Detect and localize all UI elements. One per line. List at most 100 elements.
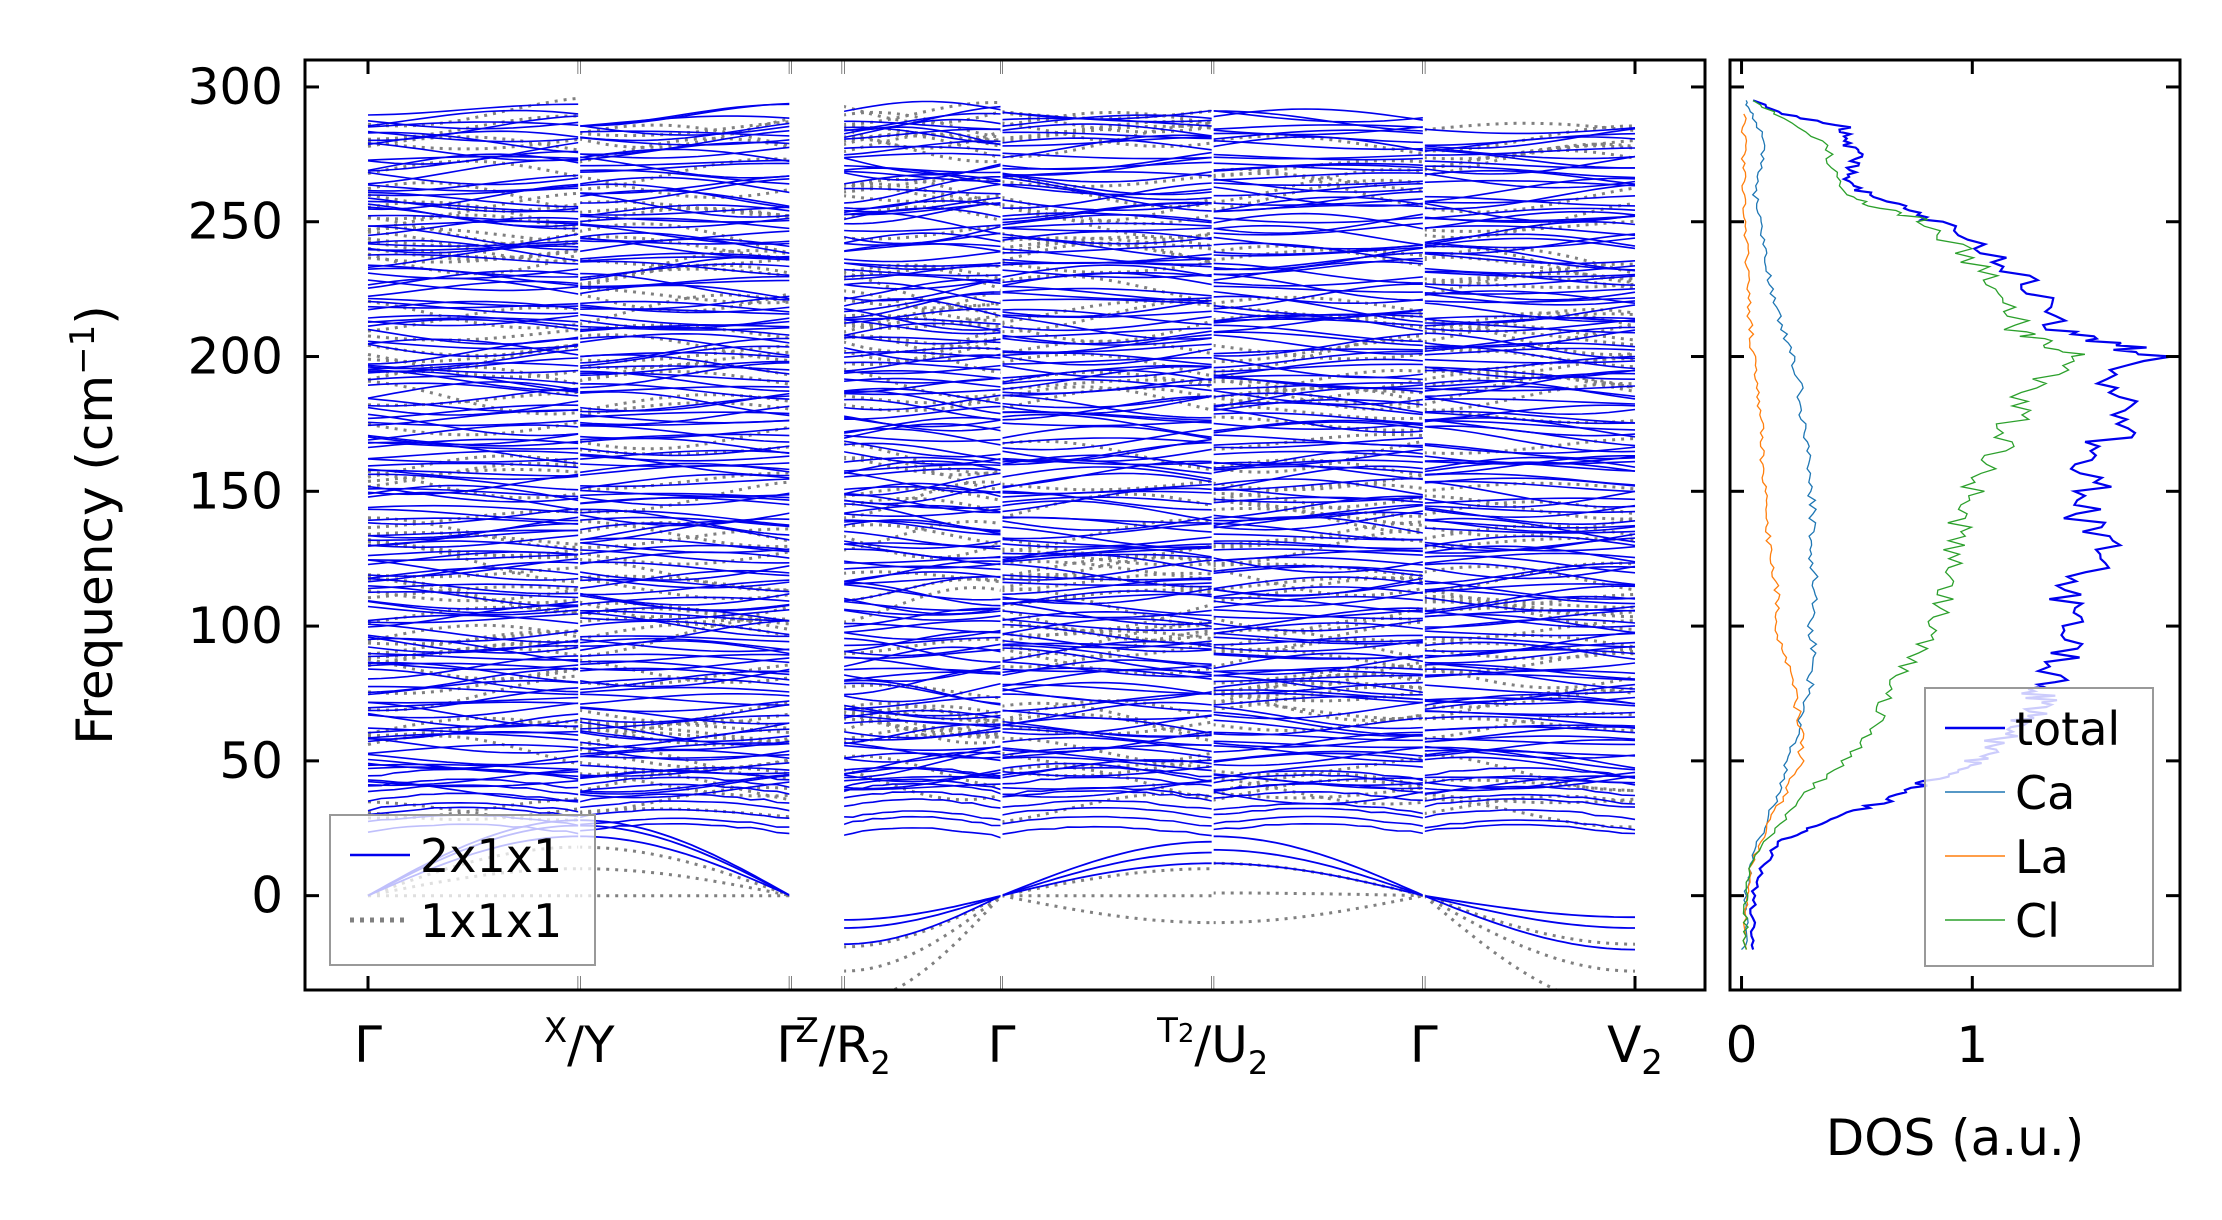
band-line-2x1x1: [842, 225, 1002, 245]
band-line-2x1x1: [1212, 548, 1424, 556]
band-line-2x1x1: [1001, 728, 1213, 746]
band-line-2x1x1: [1001, 183, 1213, 212]
band-line-2x1x1: [1212, 124, 1424, 130]
band-line-2x1x1: [843, 112, 1002, 132]
band-line-2x1x1: [367, 174, 580, 192]
band-line-2x1x1: [843, 708, 1002, 717]
band-line-2x1x1: [1001, 437, 1213, 444]
band-line-2x1x1: [367, 679, 580, 696]
band-line-2x1x1: [1212, 132, 1424, 144]
band-line-1x1x1: [1423, 688, 1636, 721]
band-line-2x1x1: [579, 714, 791, 730]
band-line-2x1x1: [579, 808, 791, 820]
band-xtick-label-t2-u2: T2/U2: [1156, 1011, 1268, 1082]
band-line-2x1x1: [579, 337, 791, 364]
acoustic-line-2x1x1: [1423, 894, 1635, 919]
band-line-2x1x1: [843, 471, 1002, 494]
band-line-2x1x1: [1212, 565, 1424, 575]
band-line-2x1x1: [579, 722, 791, 741]
legend-label-2x1x1: 2x1x1: [420, 829, 562, 883]
band-line-2x1x1: [1212, 609, 1424, 620]
band-line-2x1x1: [1423, 596, 1636, 612]
band-line-2x1x1: [1212, 422, 1424, 431]
band-line-2x1x1: [1423, 202, 1636, 223]
band-line-2x1x1: [1423, 418, 1636, 437]
band-line-1x1x1: [842, 480, 1002, 520]
band-line-2x1x1: [843, 291, 1002, 319]
band-line-2x1x1: [1423, 480, 1636, 493]
band-line-2x1x1: [1001, 233, 1213, 245]
band-line-2x1x1: [843, 600, 1002, 612]
band-line-2x1x1: [579, 703, 791, 723]
band-line-2x1x1: [579, 489, 791, 498]
band-line-2x1x1: [842, 609, 1002, 621]
band-line-2x1x1: [843, 387, 1002, 405]
band-line-2x1x1: [579, 693, 791, 706]
band-line-2x1x1: [1423, 304, 1636, 324]
band-line-2x1x1: [1212, 331, 1424, 347]
band-line-2x1x1: [579, 414, 791, 424]
band-line-2x1x1: [579, 279, 791, 288]
band-line-2x1x1: [1423, 183, 1636, 210]
acoustic-line-1x1x1: [843, 894, 1003, 949]
band-line-2x1x1: [1212, 198, 1424, 207]
band-line-2x1x1: [367, 661, 580, 671]
band-line-2x1x1: [367, 368, 580, 392]
band-line-2x1x1: [579, 762, 791, 777]
band-line-2x1x1: [1001, 543, 1213, 558]
band-line-2x1x1: [368, 473, 580, 491]
band-line-2x1x1: [367, 801, 580, 813]
band-line-2x1x1: [1423, 631, 1636, 657]
band-line-2x1x1: [842, 704, 1002, 720]
band-line-2x1x1: [1001, 776, 1213, 787]
band-line-1x1x1: [1001, 319, 1214, 343]
band-line-2x1x1: [1423, 562, 1635, 585]
band-line-2x1x1: [367, 434, 580, 447]
band-line-2x1x1: [1001, 182, 1213, 210]
band-line-1x1x1: [1001, 699, 1214, 722]
band-line-2x1x1: [579, 146, 791, 159]
band-line-2x1x1: [579, 324, 791, 331]
band-line-2x1x1: [1001, 581, 1213, 586]
legend-label-cl: Cl: [2015, 894, 2060, 948]
band-line-2x1x1: [579, 362, 791, 389]
band-line-2x1x1: [1212, 139, 1424, 151]
band-line-2x1x1: [1423, 583, 1636, 593]
band-line-2x1x1: [1423, 552, 1636, 565]
legend-label-total: total: [2015, 702, 2120, 756]
band-line-2x1x1: [1423, 565, 1636, 580]
acoustic-line-2x1x1: [1212, 835, 1425, 897]
band-line-2x1x1: [579, 252, 791, 260]
band-line-1x1x1: [1001, 195, 1214, 226]
acoustic-line-2x1x1: [1001, 862, 1213, 897]
band-line-1x1x1: [1001, 555, 1213, 589]
band-line-2x1x1: [1212, 802, 1424, 815]
band-line-2x1x1: [1001, 411, 1213, 422]
band-line-1x1x1: [1212, 772, 1425, 794]
band-line-2x1x1: [1423, 504, 1636, 519]
band-ytick-label: 50: [219, 732, 283, 790]
band-line-2x1x1: [842, 440, 1002, 458]
band-line-2x1x1: [1212, 448, 1424, 467]
band-line-2x1x1: [842, 298, 1002, 317]
band-line-2x1x1: [843, 696, 1002, 710]
band-line-2x1x1: [1001, 199, 1213, 212]
band-line-2x1x1: [1423, 297, 1636, 304]
band-line-2x1x1: [1001, 123, 1213, 137]
band-line-2x1x1: [843, 262, 1002, 267]
band-line-2x1x1: [367, 433, 580, 446]
band-line-2x1x1: [1001, 420, 1213, 427]
band-line-2x1x1: [1212, 591, 1424, 608]
band-line-2x1x1: [579, 612, 791, 638]
band-line-2x1x1: [843, 565, 1002, 571]
band-line-2x1x1: [1212, 172, 1424, 181]
legend-label-ca: Ca: [2015, 766, 2075, 820]
band-line-2x1x1: [367, 778, 580, 789]
band-line-2x1x1: [843, 196, 1002, 213]
band-line-2x1x1: [1001, 472, 1213, 489]
band-line-2x1x1: [1423, 237, 1636, 249]
band-line-2x1x1: [1212, 348, 1424, 355]
band-line-2x1x1: [579, 667, 791, 681]
band-line-2x1x1: [843, 377, 1002, 384]
